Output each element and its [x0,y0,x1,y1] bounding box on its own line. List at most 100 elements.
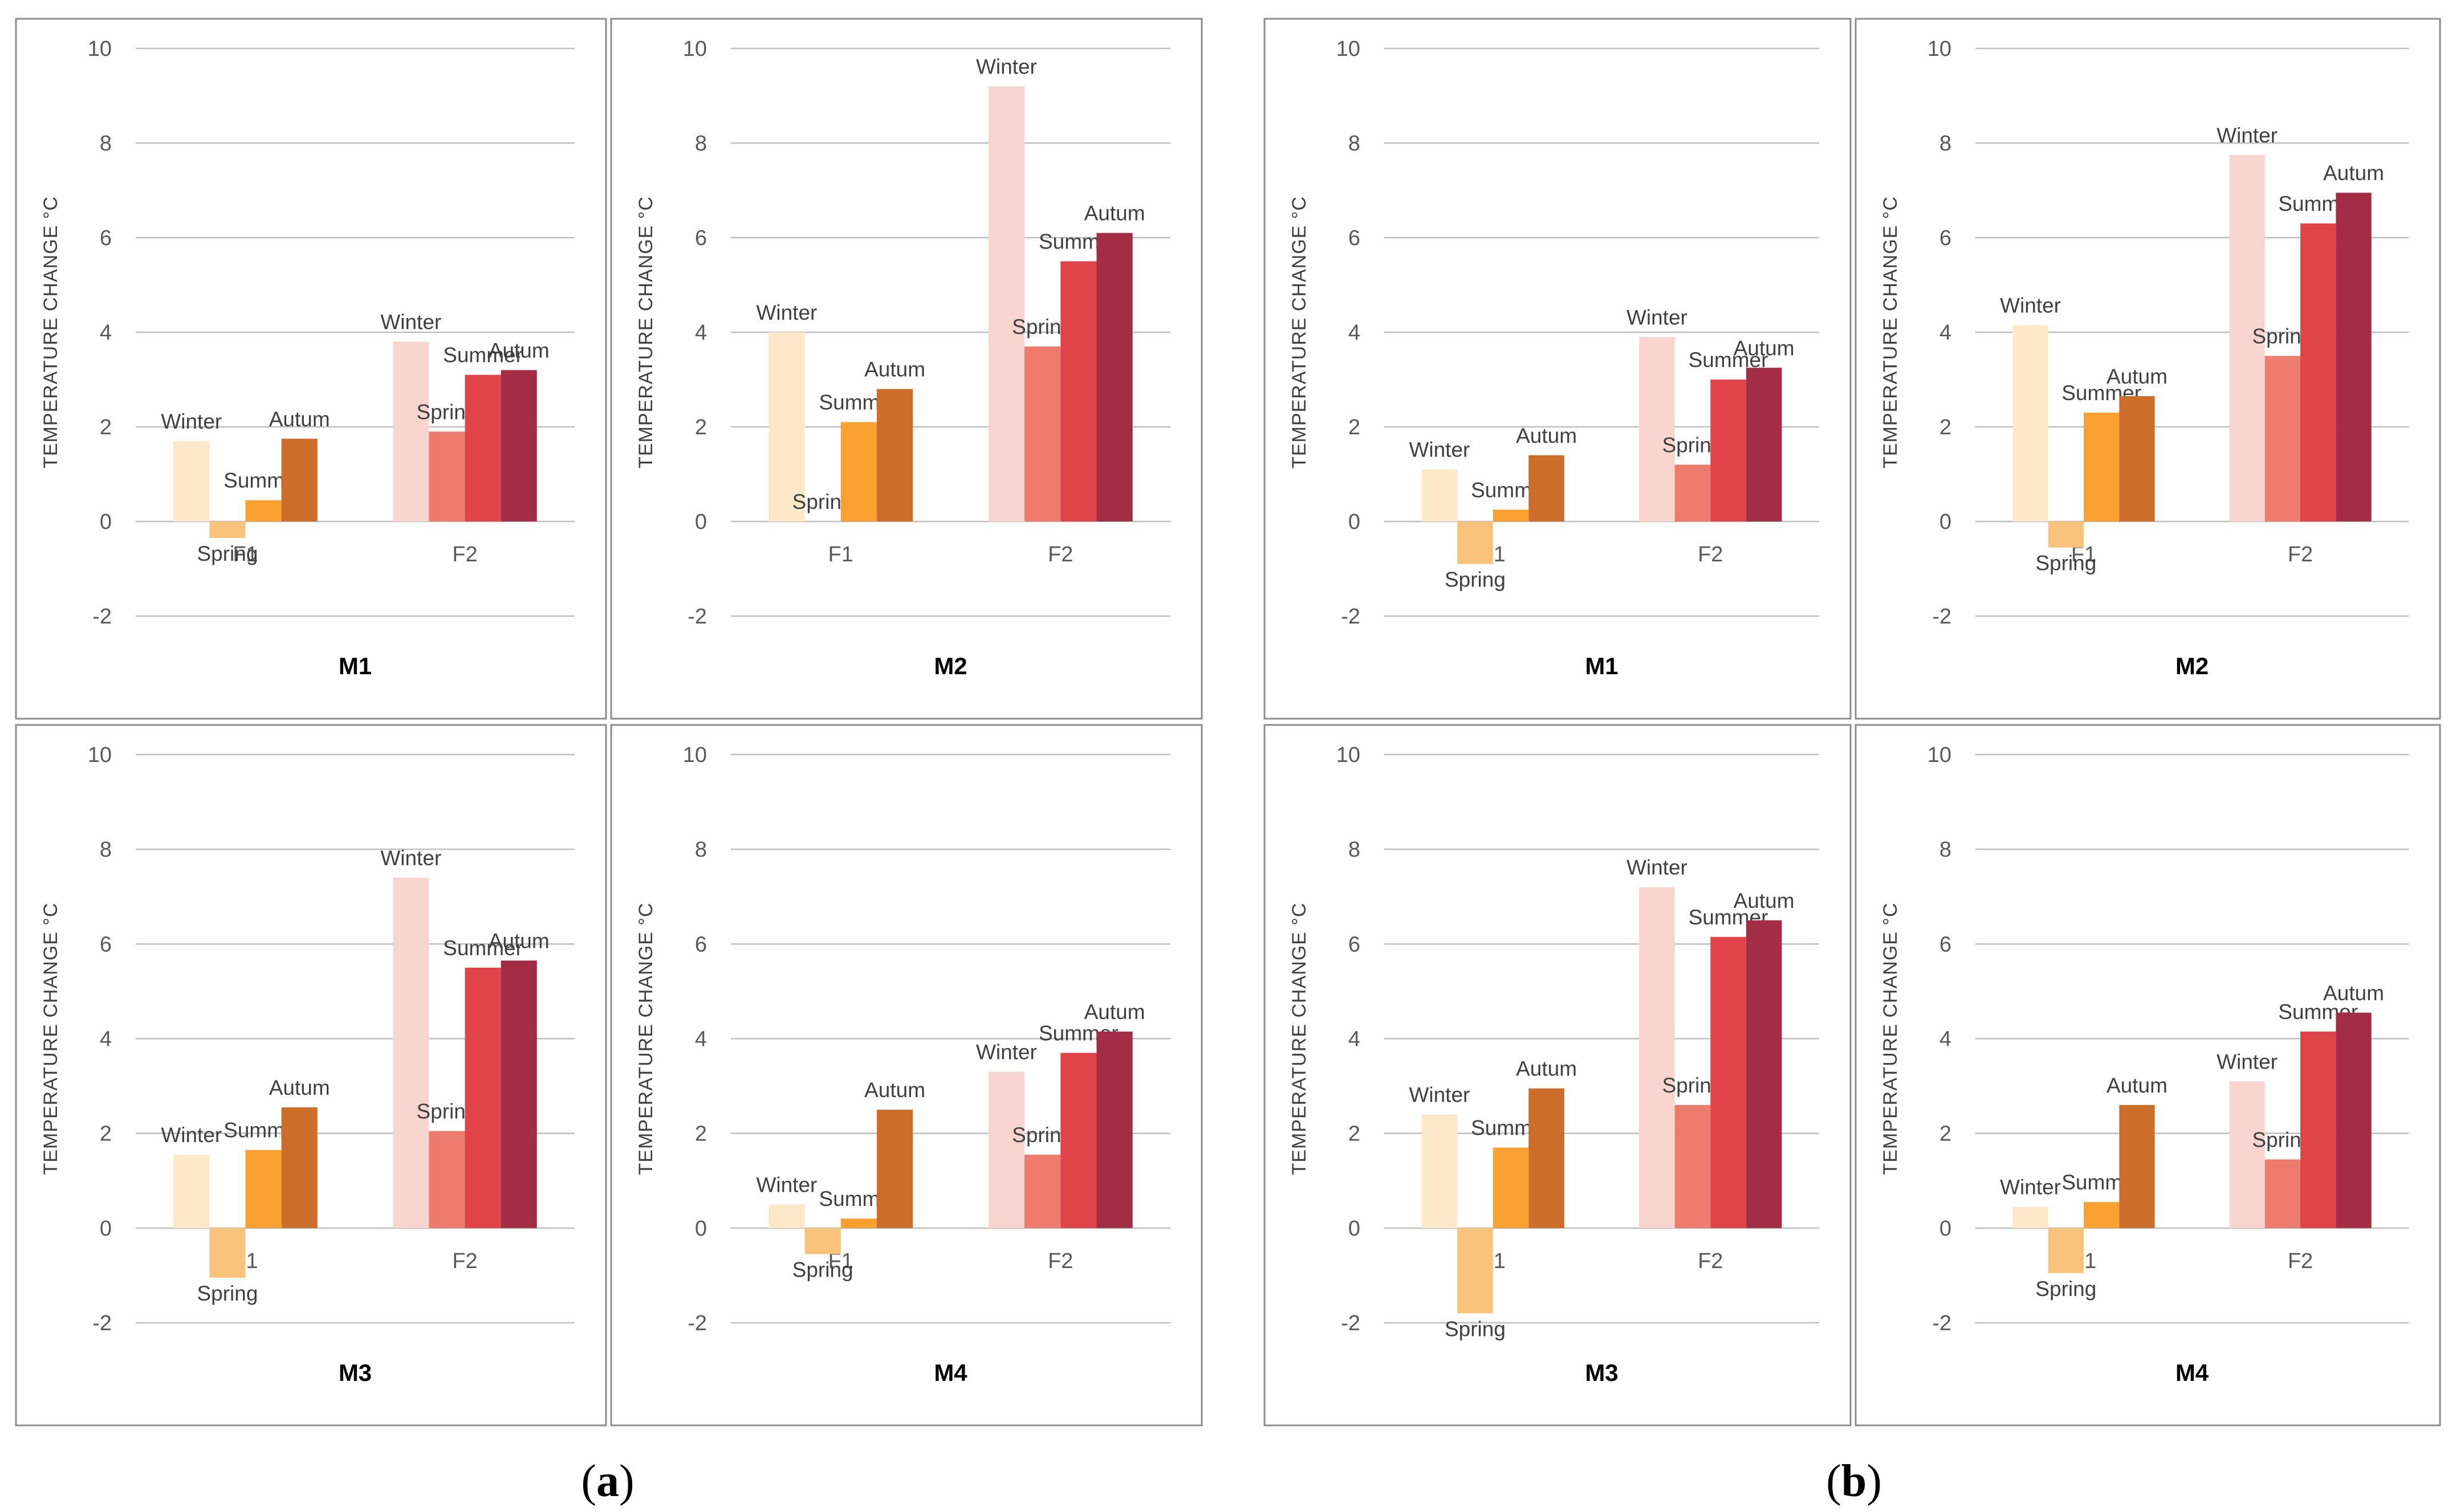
category-label-f2: F2 [2288,1249,2313,1273]
y-tick-label: -2 [1932,605,1951,629]
bar-f2-spring [429,431,465,521]
data-label-f1-winter: Winter [161,410,222,433]
bar-f1-autum [876,389,913,521]
y-tick-label: 6 [695,932,707,956]
data-label-f2-summer: Summer [443,344,523,367]
data-label-f2-winter: Winter [380,311,441,334]
y-tick-label: 10 [1928,743,1951,767]
y-tick-label: 10 [1928,37,1951,61]
y-tick-label: 4 [1348,321,1360,345]
bar-f2-autum [1096,1032,1133,1228]
y-axis-title: TEMPERATURE CHANGE °C [40,903,62,1175]
bar-f2-summer [465,374,501,521]
bar-f1-summer [2084,413,2120,521]
y-tick-label: 4 [1939,1028,1951,1052]
bar-f2-spring [2264,356,2300,521]
data-label-f1-autum: Autum [269,407,330,431]
bar-f2-winter [988,1071,1025,1228]
data-label-f1-autum: Autum [2107,1074,2168,1097]
bar-f1-winter [1421,1114,1458,1228]
y-tick-label: 0 [1348,510,1360,534]
y-tick-label: 10 [683,743,707,767]
y-tick-label: 6 [1939,932,1951,956]
category-label-f1: F1 [828,543,853,567]
data-label-f1-autum: Autum [864,358,925,381]
bar-f2-spring [1024,1155,1061,1228]
bar-f1-winter [2012,1207,2048,1228]
panel-title: M4 [934,1359,967,1386]
y-tick-label: 8 [1348,132,1360,156]
y-tick-label: 2 [1939,415,1951,439]
data-label-f2-autum: Autum [2323,161,2384,185]
data-label-f2-autum: Autum [489,929,550,952]
y-tick-label: 2 [1348,1122,1360,1146]
y-tick-label: 2 [1348,415,1360,439]
bar-f2-autum [1746,368,1782,521]
data-label-f1-winter: Winter [1409,438,1470,462]
y-tick-label: 2 [1939,1122,1951,1146]
y-axis-title: TEMPERATURE CHANGE °C [1880,903,1901,1175]
panel-title: M2 [934,653,967,679]
panel-title: M4 [2176,1359,2209,1386]
panel-frame [15,18,607,720]
data-label-f1-spring: Spring [792,1258,853,1282]
bar-f1-autum [1528,455,1564,521]
category-label-f2: F2 [1048,1249,1073,1273]
bar-f1-autum [281,1107,318,1228]
data-label-f2-winter: Winter [2217,124,2278,147]
bar-f2-autum [1096,233,1133,521]
y-tick-label: 6 [1348,932,1360,956]
bar-f2-winter [988,86,1025,521]
bar-f1-autum [876,1110,913,1228]
bar-f2-summer [1060,261,1097,521]
y-axis-title: TEMPERATURE CHANGE °C [1288,903,1310,1175]
y-tick-label: 2 [100,1122,112,1146]
y-axis-title: TEMPERATURE CHANGE °C [40,196,62,468]
data-label-f2-autum: Autum [1734,336,1795,360]
panel-title: M2 [2176,653,2209,679]
bar-f1-spring [2048,1228,2084,1273]
data-label-f1-spring: Spring [1445,1317,1506,1340]
bar-f1-winter [2012,325,2048,521]
bar-f2-spring [1674,464,1711,521]
y-tick-label: 6 [1939,226,1951,250]
data-label-f1-winter: Winter [161,1123,222,1147]
y-tick-label: 10 [88,37,112,61]
bar-f2-spring [2264,1159,2300,1228]
y-axis-title: TEMPERATURE CHANGE °C [635,196,657,468]
panel-frame [1855,18,2441,720]
bar-f1-spring [209,1228,246,1278]
y-tick-label: 4 [100,1028,112,1052]
y-tick-label: 6 [695,226,707,250]
bar-f2-spring [429,1131,465,1228]
data-label-f1-spring: Spring [2035,1277,2096,1301]
y-axis-title: TEMPERATURE CHANGE °C [635,903,657,1175]
category-label-f2: F2 [452,1249,477,1273]
y-tick-label: 4 [1939,321,1951,345]
bar-f1-spring [1457,1228,1493,1314]
data-label-f2-autum: Autum [2323,981,2384,1005]
bar-f1-summer [2084,1202,2120,1228]
y-tick-label: 8 [100,838,112,862]
bar-f2-winter [1639,337,1675,521]
bar-f1-winter [768,332,805,521]
bar-f2-winter [2229,1081,2265,1228]
y-tick-label: 6 [100,932,112,956]
data-label-f2-winter: Winter [2217,1050,2278,1073]
y-tick-label: 8 [1348,838,1360,862]
bar-f1-autum [281,438,318,521]
data-label-f2-winter: Winter [976,1041,1037,1064]
bar-f2-summer [465,967,501,1228]
y-tick-label: 0 [1939,1217,1951,1241]
panel-title: M3 [339,1359,372,1386]
data-label-f1-autum: Autum [1516,424,1577,447]
bar-f1-autum [1528,1088,1564,1228]
panel-title: M1 [339,653,372,679]
y-tick-label: 4 [695,321,707,345]
data-label-f1-spring: Spring [2035,552,2096,575]
y-tick-label: 2 [695,1122,707,1146]
